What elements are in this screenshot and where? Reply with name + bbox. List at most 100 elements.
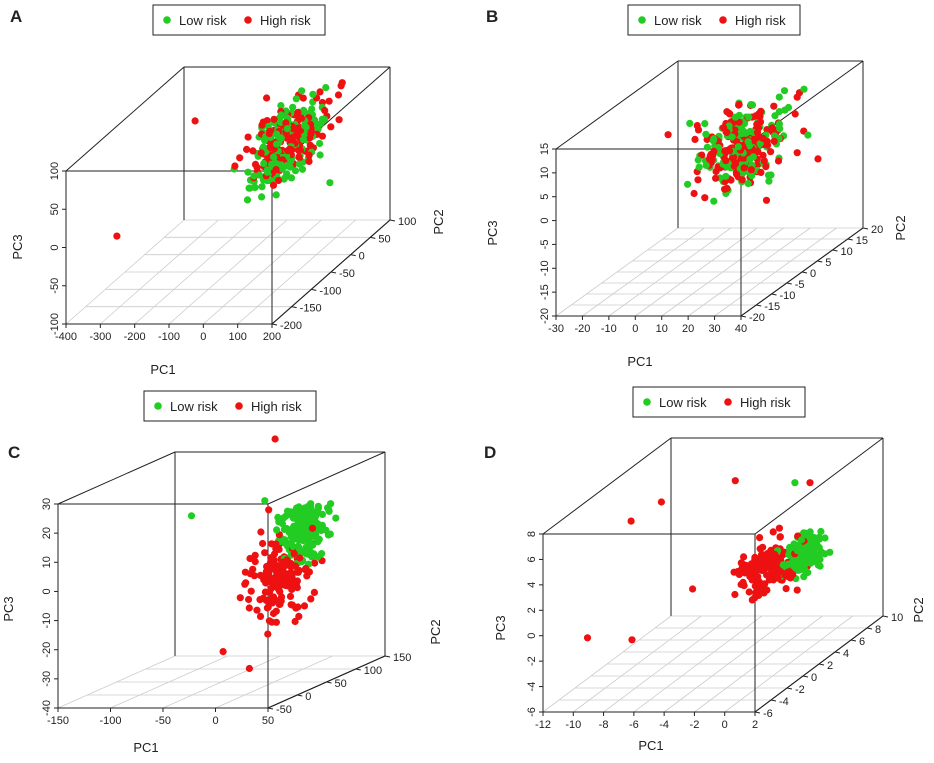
x-tick-label: 0 [212,715,218,727]
y-tick [786,687,793,690]
point-high-risk [747,166,755,174]
z-tick-label: 0 [41,588,53,594]
point-high-risk [747,560,756,568]
legend-swatch-high [235,402,243,410]
z-tick-label: -2 [526,656,538,666]
point-high-risk [764,141,772,149]
z-tick-label: -10 [539,260,551,276]
point-high-risk [754,148,762,156]
point-high-risk [757,168,765,176]
point-low-risk [277,102,285,110]
point-high-risk [775,524,784,532]
point-low-risk [291,535,299,543]
y-tick-label: 20 [871,224,883,236]
y-tick-label: 10 [841,246,853,258]
y-tick [350,254,356,257]
point-low-risk [263,168,271,176]
y-tick [802,675,809,678]
y-tick [355,668,361,671]
x-tick-label: -8 [599,719,609,731]
point-low-risk [791,479,799,487]
point-high-risk [754,565,762,574]
point-high-risk [306,141,314,149]
point-high-risk [256,571,265,580]
back-edge [57,451,176,505]
z-tick-label: 0 [526,633,538,639]
point-low-risk [295,543,303,552]
point-high-risk [231,162,239,170]
legend-box [143,390,317,422]
y-tick [384,655,391,658]
y-tick-label: -6 [763,708,773,720]
point-high-risk [734,569,743,577]
legend-box [627,4,801,36]
point-high-risk [789,571,797,579]
floor-grid [555,227,864,317]
x-tick-label: 0 [722,719,728,731]
y-tick [862,227,869,230]
point-low-risk [261,497,269,505]
point-high-risk [731,590,739,599]
point-high-risk [335,116,343,124]
z-tick-label: 10 [539,167,551,179]
point-low-risk [744,138,752,146]
point-high-risk [701,194,709,202]
z-tick-label: 4 [526,582,538,588]
y-tick-label: 100 [364,665,382,677]
point-high-risk [261,588,269,596]
point-high-risk [307,595,315,603]
z-tick-label: 2 [526,607,538,613]
point-high-risk [244,133,252,141]
legend-swatch-low [643,398,651,406]
point-high-risk [769,528,777,536]
back-edge [267,451,386,505]
point-high-risk [325,97,333,105]
point-high-risk [267,585,275,593]
legend-swatch-low [163,16,171,24]
point-high-risk [745,588,753,596]
point-high-risk [759,151,767,159]
point-high-risk [768,124,776,132]
point-high-risk [628,636,636,644]
point-high-risk [259,539,267,548]
scatter-points [664,85,822,205]
point-high-risk [256,612,265,621]
point-high-risk [755,591,763,600]
point-high-risk [723,184,731,192]
y-tick [754,711,761,714]
y-tick-label: 150 [393,652,411,664]
point-high-risk [740,553,748,561]
x-tick-label: 100 [228,331,246,343]
box-frame [65,66,391,325]
legend: Low risk High risk [152,4,326,36]
point-high-risk [739,578,747,587]
point-low-risk [273,140,281,148]
point-high-risk [338,79,346,87]
x-tick-label: -150 [47,715,69,727]
x-tick-label: -50 [155,715,171,727]
point-low-risk [277,161,285,169]
point-low-risk [809,553,817,561]
x-tick-label: -12 [535,719,551,731]
point-high-risk [249,147,257,155]
point-low-risk [702,130,710,138]
point-high-risk [760,157,768,165]
point-high-risk [243,145,251,153]
y-tick-label: 50 [335,678,347,690]
point-high-risk [298,114,306,122]
z-axis-title: PC3 [485,220,500,245]
point-high-risk [267,554,275,562]
z-tick-label: -50 [49,278,61,294]
y-tick-label: 6 [859,636,865,648]
point-low-risk [684,180,692,188]
point-high-risk [245,664,253,673]
y-axis-title: PC2 [431,209,446,234]
point-high-risk [793,586,801,594]
point-low-risk [775,108,783,116]
point-low-risk [283,125,291,133]
point-low-risk [277,111,285,119]
point-high-risk [272,166,280,174]
x-tick-label: -20 [574,323,590,335]
point-high-risk [250,572,258,580]
point-high-risk [305,157,313,165]
